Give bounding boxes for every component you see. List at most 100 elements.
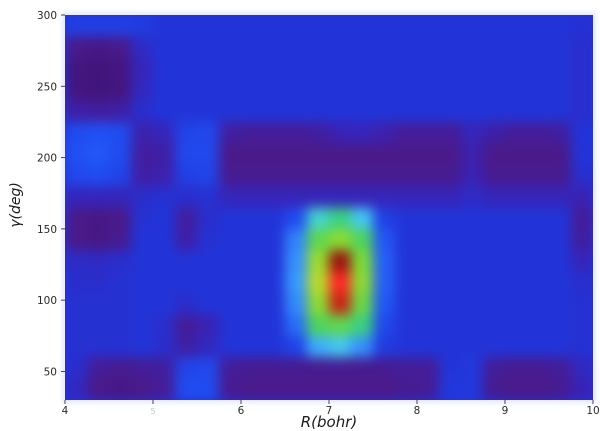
- heatmap-cell: [65, 143, 88, 166]
- y-tick-label: 250: [37, 81, 57, 93]
- heatmap-cell: [87, 228, 110, 251]
- heatmap-cell: [307, 228, 330, 251]
- heatmap-cell: [219, 335, 242, 358]
- heatmap-cell: [549, 378, 572, 400]
- heatmap-cell: [483, 143, 506, 166]
- heatmap-cell: [571, 36, 593, 59]
- heatmap-cell: [219, 121, 242, 144]
- heatmap-cell: [549, 250, 572, 273]
- heatmap-cell: [505, 207, 528, 230]
- heatmap-cell: [461, 100, 484, 123]
- heatmap-cell: [549, 271, 572, 294]
- heatmap-cell: [571, 15, 593, 37]
- heatmap-cell: [351, 271, 374, 294]
- heatmap-cell: [549, 314, 572, 337]
- heatmap-cell: [373, 36, 396, 59]
- heatmap-cell: [285, 79, 308, 102]
- heatmap-cell: [461, 207, 484, 230]
- heatmap-cell: [395, 164, 418, 187]
- heatmap-cell: [329, 57, 352, 80]
- y-tick-label: 200: [37, 153, 57, 165]
- heatmap-cell: [175, 143, 198, 166]
- heatmap-cell: [87, 186, 110, 209]
- heatmap-cell: [285, 357, 308, 380]
- heatmap-cell: [483, 228, 506, 251]
- heatmap-cell: [307, 100, 330, 123]
- heatmap-cell: [395, 121, 418, 144]
- heatmap-cell: [109, 100, 132, 123]
- heatmap-cell: [241, 186, 264, 209]
- heatmap-cell: [505, 143, 528, 166]
- heatmap-cell: [527, 100, 550, 123]
- heatmap-cell: [285, 57, 308, 80]
- heatmap-cell: [483, 271, 506, 294]
- heatmap-cell: [109, 378, 132, 400]
- heatmap-cell: [461, 378, 484, 400]
- heatmap-cell: [461, 335, 484, 358]
- heatmap-cell: [197, 293, 220, 316]
- heatmap-cell: [329, 121, 352, 144]
- plot-area: [65, 15, 593, 400]
- heatmap-cell: [175, 164, 198, 187]
- heatmap-cell: [395, 378, 418, 400]
- heatmap-cell: [439, 36, 462, 59]
- heatmap-cell: [395, 36, 418, 59]
- heatmap-cell: [241, 250, 264, 273]
- x-tick-label: 4: [62, 405, 69, 417]
- heatmap-cell: [549, 15, 572, 37]
- heatmap-cell: [175, 57, 198, 80]
- heatmap-cell: [505, 100, 528, 123]
- heatmap-cell: [483, 15, 506, 37]
- heatmap-cell: [527, 207, 550, 230]
- heatmap-cell: [351, 207, 374, 230]
- heatmap-cell: [527, 79, 550, 102]
- heatmap-cell: [483, 293, 506, 316]
- heatmap-cell: [131, 121, 154, 144]
- heatmap-cell: [439, 250, 462, 273]
- heatmap-cell: [461, 15, 484, 37]
- x-tick-label: 8: [414, 405, 421, 417]
- heatmap-cell: [351, 164, 374, 187]
- heatmap-cell: [109, 143, 132, 166]
- heatmap-cell: [549, 357, 572, 380]
- heatmap-cell: [571, 228, 593, 251]
- heatmap-cell: [395, 15, 418, 37]
- heatmap-cell: [109, 121, 132, 144]
- heatmap-cell: [153, 186, 176, 209]
- heatmap-cell: [417, 57, 440, 80]
- heatmap-cell: [219, 36, 242, 59]
- heatmap-cell: [395, 207, 418, 230]
- heatmap-cell: [219, 207, 242, 230]
- heatmap-cell: [329, 100, 352, 123]
- heatmap-cell: [263, 143, 286, 166]
- heatmap-cell: [307, 143, 330, 166]
- heatmap-cell: [549, 186, 572, 209]
- heatmap-cell: [417, 100, 440, 123]
- heatmap-cell: [483, 186, 506, 209]
- heatmap-cell: [527, 378, 550, 400]
- heatmap-cell: [351, 79, 374, 102]
- heatmap-cell: [307, 271, 330, 294]
- heatmap-cell: [241, 57, 264, 80]
- heatmap-cell: [571, 186, 593, 209]
- heatmap-cell: [153, 228, 176, 251]
- heatmap-cell: [527, 228, 550, 251]
- heatmap-cell: [131, 207, 154, 230]
- heatmap-cell: [197, 250, 220, 273]
- heatmap-cell: [373, 357, 396, 380]
- heatmap-cell: [417, 15, 440, 37]
- heatmap-cell: [197, 15, 220, 37]
- heatmap-cell: [351, 250, 374, 273]
- heatmap-cell: [307, 207, 330, 230]
- heatmap-cell: [175, 293, 198, 316]
- heatmap-cell: [417, 164, 440, 187]
- heatmap-cell: [395, 79, 418, 102]
- heatmap-cell: [131, 100, 154, 123]
- y-tick-label: 300: [37, 10, 57, 22]
- heatmap-cell: [395, 143, 418, 166]
- heatmap-cell: [351, 36, 374, 59]
- heatmap-cell: [417, 207, 440, 230]
- heatmap-cell: [197, 378, 220, 400]
- heatmap-cell: [241, 36, 264, 59]
- heatmap-cell: [175, 335, 198, 358]
